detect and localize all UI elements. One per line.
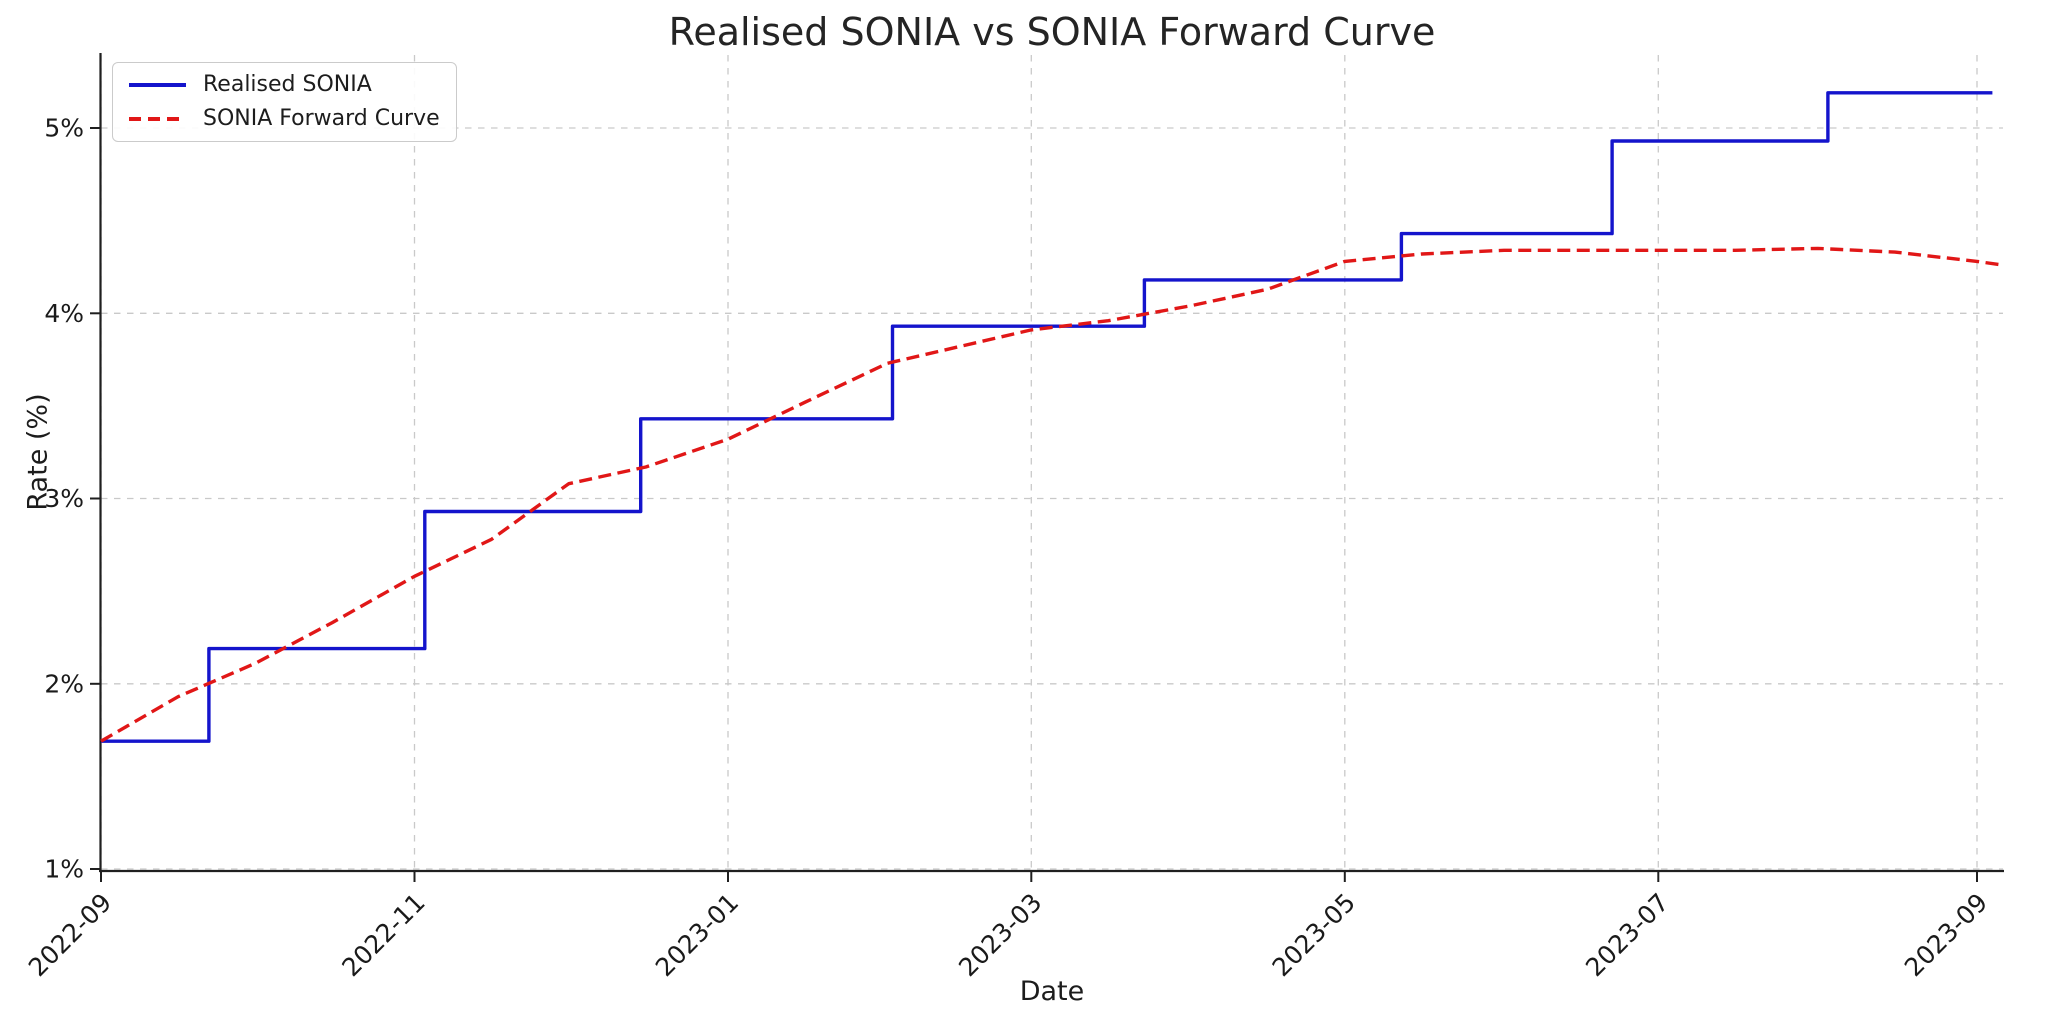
x-tick-labels: 2022-09 2022-11 2023-01 2023-03 2023-05 2023-… (23, 888, 1993, 982)
y-tick-label: 3% (44, 484, 84, 513)
x-tick-label: 2022-09 (23, 888, 117, 982)
legend: Realised SONIA SONIA Forward Curve (112, 62, 457, 142)
x-tick-label: 2023-01 (650, 888, 744, 982)
chart-title: Realised SONIA vs SONIA Forward Curve (668, 10, 1436, 54)
legend-item-sonia-forward-curve: SONIA Forward Curve (129, 106, 440, 131)
y-tick-label: 2% (44, 669, 84, 698)
x-axis-title: Date (1019, 976, 1085, 1007)
y-tick-label: 5% (44, 114, 84, 143)
y-tick-labels: 1% 2% 3% 4% 5% (44, 114, 84, 884)
x-tick-label: 2022-11 (336, 888, 430, 982)
x-tick-label: 2023-07 (1580, 888, 1674, 982)
legend-item-realised-sonia: Realised SONIA (129, 72, 440, 97)
axis-ticks (90, 127, 1978, 882)
series-sonia-forward-curve-line (100, 246, 2003, 743)
x-tick-label: 2023-09 (1899, 888, 1993, 982)
series-realised-sonia-line (101, 91, 1993, 743)
legend-label-sonia-forward-curve: SONIA Forward Curve (203, 106, 440, 132)
x-tick-label: 2023-05 (1267, 888, 1361, 982)
axis-spines (99, 53, 2004, 873)
y-tick-label: 4% (44, 299, 84, 328)
x-tick-label: 2023-03 (953, 888, 1047, 982)
legend-label-realised-sonia: Realised SONIA (203, 72, 372, 97)
legend-solid-line-icon (129, 82, 186, 87)
y-axis-title: Rate (%) (22, 393, 54, 511)
legend-dashed-line-icon (129, 116, 186, 121)
y-tick-label: 1% (44, 855, 84, 884)
grid-layer (100, 55, 2003, 871)
